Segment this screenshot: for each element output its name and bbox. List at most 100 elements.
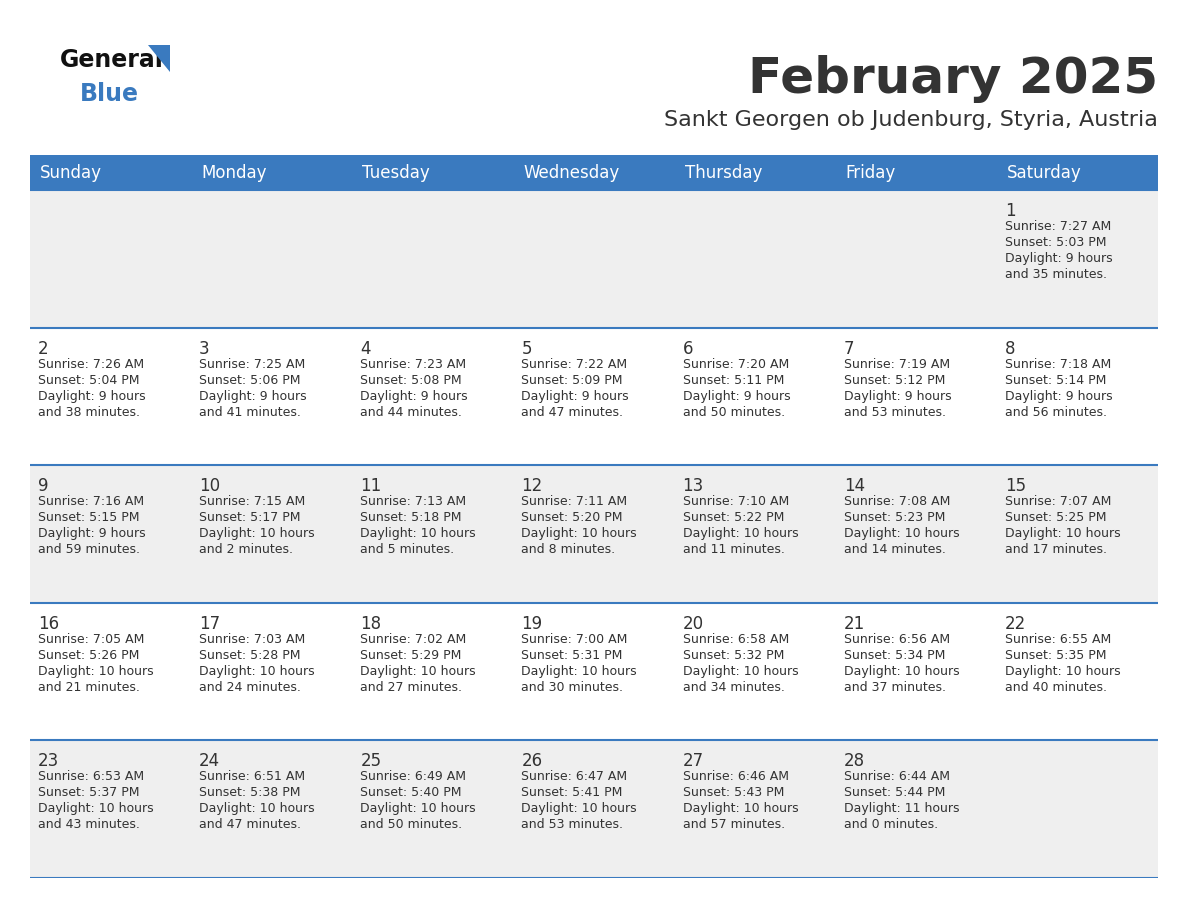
Text: Sunrise: 7:23 AM: Sunrise: 7:23 AM	[360, 358, 467, 371]
Bar	[30, 328, 191, 465]
Text: 7: 7	[843, 340, 854, 358]
Text: and 11 minutes.: and 11 minutes.	[683, 543, 784, 556]
Text: and 34 minutes.: and 34 minutes.	[683, 681, 784, 694]
Text: and 53 minutes.: and 53 minutes.	[843, 406, 946, 419]
Bar	[353, 603, 513, 741]
Text: Daylight: 9 hours: Daylight: 9 hours	[1005, 252, 1112, 265]
Text: and 50 minutes.: and 50 minutes.	[360, 819, 462, 832]
Text: Daylight: 10 hours: Daylight: 10 hours	[522, 802, 637, 815]
Bar	[835, 603, 997, 741]
Text: 3: 3	[200, 340, 210, 358]
Text: 26: 26	[522, 753, 543, 770]
Text: Sunset: 5:29 PM: Sunset: 5:29 PM	[360, 649, 462, 662]
Text: and 57 minutes.: and 57 minutes.	[683, 819, 785, 832]
Bar	[997, 155, 1158, 190]
Text: Sunset: 5:28 PM: Sunset: 5:28 PM	[200, 649, 301, 662]
Bar	[353, 190, 513, 328]
Text: Sunset: 5:44 PM: Sunset: 5:44 PM	[843, 787, 946, 800]
Text: Daylight: 9 hours: Daylight: 9 hours	[1005, 389, 1112, 403]
Text: 4: 4	[360, 340, 371, 358]
Text: Sunrise: 7:03 AM: Sunrise: 7:03 AM	[200, 633, 305, 645]
Bar	[675, 155, 835, 190]
Text: and 14 minutes.: and 14 minutes.	[843, 543, 946, 556]
Text: 27: 27	[683, 753, 703, 770]
Text: and 21 minutes.: and 21 minutes.	[38, 681, 140, 694]
Text: Sunrise: 7:15 AM: Sunrise: 7:15 AM	[200, 495, 305, 509]
Text: and 8 minutes.: and 8 minutes.	[522, 543, 615, 556]
Text: Sunrise: 6:46 AM: Sunrise: 6:46 AM	[683, 770, 789, 783]
Text: and 47 minutes.: and 47 minutes.	[200, 819, 301, 832]
Text: Daylight: 10 hours: Daylight: 10 hours	[360, 665, 476, 677]
Text: and 56 minutes.: and 56 minutes.	[1005, 406, 1107, 419]
Text: Daylight: 10 hours: Daylight: 10 hours	[360, 527, 476, 540]
Text: 19: 19	[522, 615, 543, 633]
Bar	[30, 155, 191, 190]
Text: Friday: Friday	[846, 163, 896, 182]
Text: Daylight: 9 hours: Daylight: 9 hours	[360, 389, 468, 403]
Text: Sunset: 5:09 PM: Sunset: 5:09 PM	[522, 374, 623, 386]
Text: Tuesday: Tuesday	[362, 163, 430, 182]
Bar	[30, 465, 191, 603]
Text: Daylight: 10 hours: Daylight: 10 hours	[843, 527, 960, 540]
Bar	[191, 465, 353, 603]
Text: Daylight: 10 hours: Daylight: 10 hours	[360, 802, 476, 815]
Text: 5: 5	[522, 340, 532, 358]
Text: and 37 minutes.: and 37 minutes.	[843, 681, 946, 694]
Text: and 43 minutes.: and 43 minutes.	[38, 819, 140, 832]
Text: February 2025: February 2025	[748, 55, 1158, 103]
Text: 12: 12	[522, 477, 543, 495]
Text: 8: 8	[1005, 340, 1016, 358]
Text: Sunset: 5:34 PM: Sunset: 5:34 PM	[843, 649, 946, 662]
Text: Sunrise: 7:05 AM: Sunrise: 7:05 AM	[38, 633, 145, 645]
Text: Sunset: 5:43 PM: Sunset: 5:43 PM	[683, 787, 784, 800]
Text: Sunrise: 6:55 AM: Sunrise: 6:55 AM	[1005, 633, 1111, 645]
Text: Daylight: 10 hours: Daylight: 10 hours	[200, 802, 315, 815]
Text: Daylight: 9 hours: Daylight: 9 hours	[843, 389, 952, 403]
Text: 16: 16	[38, 615, 59, 633]
Bar	[513, 328, 675, 465]
Text: Sunrise: 7:16 AM: Sunrise: 7:16 AM	[38, 495, 144, 509]
Bar	[675, 603, 835, 741]
Text: Sunday: Sunday	[40, 163, 102, 182]
Text: Sankt Georgen ob Judenburg, Styria, Austria: Sankt Georgen ob Judenburg, Styria, Aust…	[664, 110, 1158, 130]
Text: Daylight: 9 hours: Daylight: 9 hours	[683, 389, 790, 403]
Bar	[513, 603, 675, 741]
Text: Sunrise: 7:22 AM: Sunrise: 7:22 AM	[522, 358, 627, 371]
Text: Daylight: 10 hours: Daylight: 10 hours	[1005, 527, 1120, 540]
Text: 18: 18	[360, 615, 381, 633]
Bar	[997, 603, 1158, 741]
Text: and 0 minutes.: and 0 minutes.	[843, 819, 937, 832]
Text: Sunrise: 7:08 AM: Sunrise: 7:08 AM	[843, 495, 950, 509]
Text: Sunset: 5:32 PM: Sunset: 5:32 PM	[683, 649, 784, 662]
Text: and 2 minutes.: and 2 minutes.	[200, 543, 293, 556]
Text: Daylight: 10 hours: Daylight: 10 hours	[683, 527, 798, 540]
Bar	[997, 328, 1158, 465]
Bar	[191, 603, 353, 741]
Text: 21: 21	[843, 615, 865, 633]
Text: and 17 minutes.: and 17 minutes.	[1005, 543, 1107, 556]
Text: and 59 minutes.: and 59 minutes.	[38, 543, 140, 556]
Text: Sunset: 5:18 PM: Sunset: 5:18 PM	[360, 511, 462, 524]
Text: and 41 minutes.: and 41 minutes.	[200, 406, 301, 419]
Text: Sunrise: 6:49 AM: Sunrise: 6:49 AM	[360, 770, 466, 783]
Text: 9: 9	[38, 477, 49, 495]
Bar	[997, 465, 1158, 603]
Text: Daylight: 10 hours: Daylight: 10 hours	[38, 665, 153, 677]
Text: Sunset: 5:12 PM: Sunset: 5:12 PM	[843, 374, 946, 386]
Text: Sunset: 5:26 PM: Sunset: 5:26 PM	[38, 649, 139, 662]
Text: Sunrise: 6:58 AM: Sunrise: 6:58 AM	[683, 633, 789, 645]
Text: Daylight: 9 hours: Daylight: 9 hours	[38, 389, 146, 403]
Text: and 44 minutes.: and 44 minutes.	[360, 406, 462, 419]
Text: Sunset: 5:40 PM: Sunset: 5:40 PM	[360, 787, 462, 800]
Bar	[30, 741, 191, 878]
Text: Sunrise: 6:44 AM: Sunrise: 6:44 AM	[843, 770, 949, 783]
Text: Daylight: 10 hours: Daylight: 10 hours	[522, 527, 637, 540]
Text: Sunrise: 6:51 AM: Sunrise: 6:51 AM	[200, 770, 305, 783]
Text: Sunset: 5:15 PM: Sunset: 5:15 PM	[38, 511, 139, 524]
Text: and 24 minutes.: and 24 minutes.	[200, 681, 301, 694]
Text: General: General	[61, 48, 164, 72]
Text: Sunrise: 7:19 AM: Sunrise: 7:19 AM	[843, 358, 950, 371]
Bar	[835, 155, 997, 190]
Text: Sunrise: 7:20 AM: Sunrise: 7:20 AM	[683, 358, 789, 371]
Bar	[30, 190, 191, 328]
